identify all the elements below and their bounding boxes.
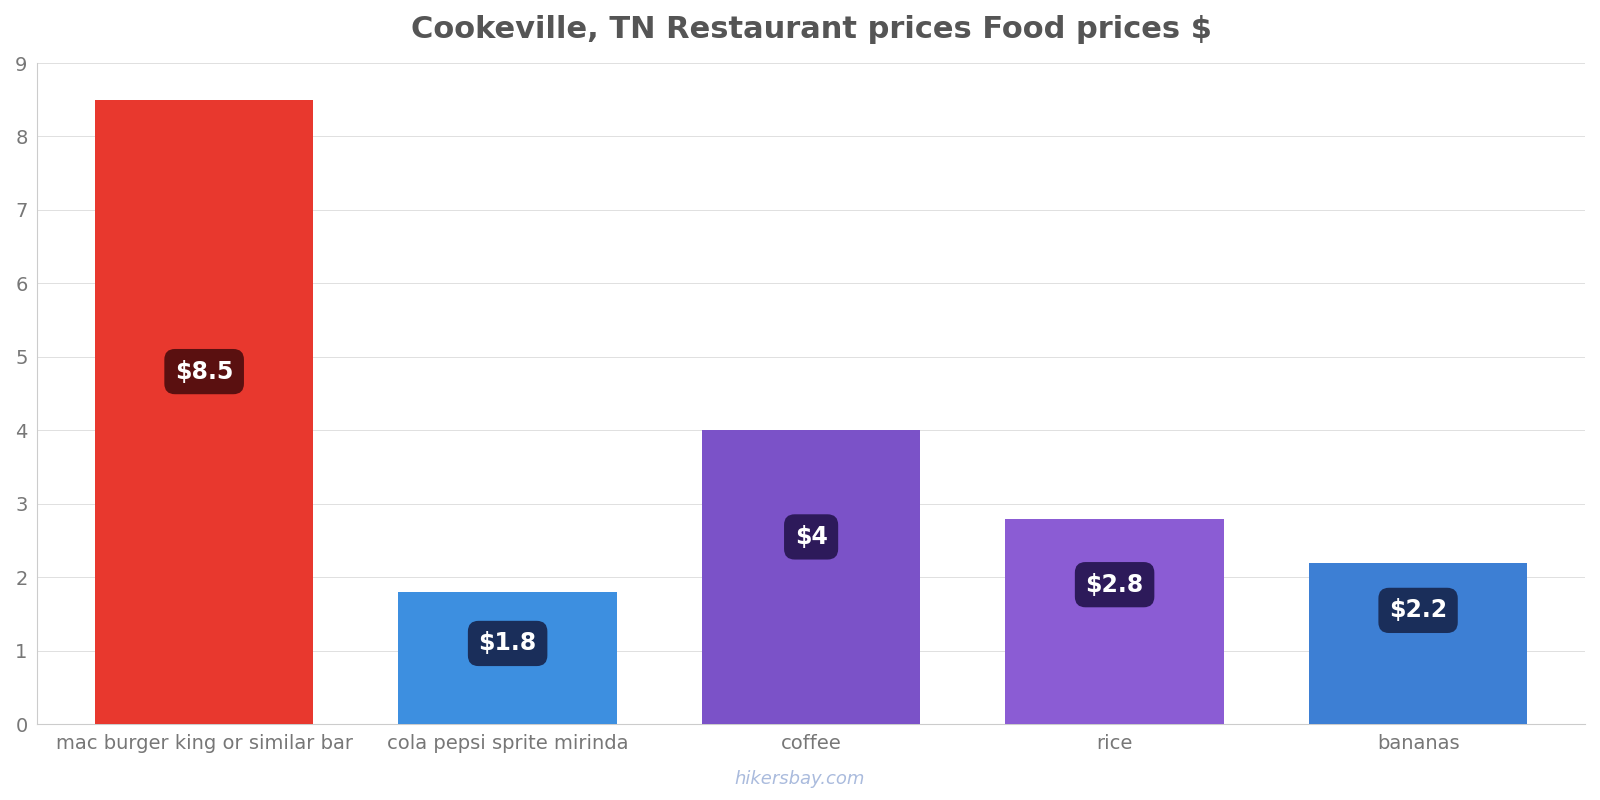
Text: $2.2: $2.2 [1389,598,1446,622]
Bar [1005,518,1224,724]
Text: $1.8: $1.8 [478,631,536,655]
Bar [702,430,920,724]
Text: $4: $4 [795,525,827,549]
Title: Cookeville, TN Restaurant prices Food prices $: Cookeville, TN Restaurant prices Food pr… [411,15,1211,44]
Text: $8.5: $8.5 [174,359,234,383]
Bar [94,100,314,724]
Bar [398,592,618,724]
Bar [1309,562,1528,724]
Text: hikersbay.com: hikersbay.com [734,770,866,788]
Text: $2.8: $2.8 [1085,573,1144,597]
